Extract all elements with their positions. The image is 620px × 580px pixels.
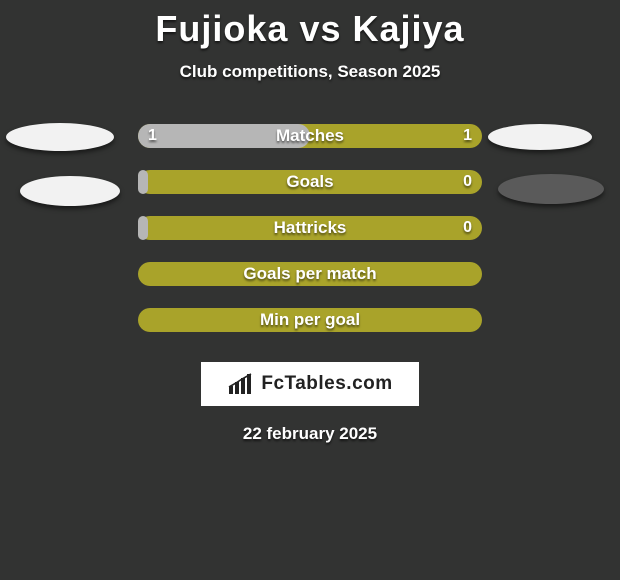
bar-chart-icon xyxy=(227,372,255,396)
stat-row: Hattricks0 xyxy=(0,216,620,262)
stat-label: Goals per match xyxy=(138,262,482,286)
stat-label: Min per goal xyxy=(138,308,482,332)
stat-row: Matches1 1 xyxy=(0,124,620,170)
stat-row: Min per goal xyxy=(0,308,620,354)
stat-label: Hattricks xyxy=(138,216,482,240)
stat-row: Goals per match xyxy=(0,262,620,308)
stat-value-right: 0 xyxy=(463,216,472,240)
stat-value-right: 0 xyxy=(463,170,472,194)
stat-bar: Min per goal xyxy=(138,308,482,332)
stats-rows: Matches11Goals0Hattricks0Goals per match… xyxy=(0,124,620,354)
title-player-right: Kajiya xyxy=(353,8,465,49)
title-vs: vs xyxy=(299,8,341,49)
brand-text: FcTables.com xyxy=(261,373,392,395)
stat-bar-left-fill xyxy=(138,124,310,148)
stat-bar: Hattricks xyxy=(138,216,482,240)
title-player-left: Fujioka xyxy=(155,8,288,49)
stat-bar: Goals xyxy=(138,170,482,194)
stat-value-left: 1 xyxy=(148,124,157,148)
stat-value-right: 1 xyxy=(463,124,472,148)
stat-label: Goals xyxy=(138,170,482,194)
stat-bar-left-fill xyxy=(138,170,148,194)
brand-badge: FcTables.com xyxy=(201,362,419,406)
subtitle: Club competitions, Season 2025 xyxy=(0,62,620,82)
stat-bar: Matches xyxy=(138,124,482,148)
stat-row: Goals0 xyxy=(0,170,620,216)
stat-bar-left-fill xyxy=(138,216,148,240)
page-title: Fujioka vs Kajiya xyxy=(0,0,620,50)
date-label: 22 february 2025 xyxy=(0,424,620,444)
stat-bar: Goals per match xyxy=(138,262,482,286)
